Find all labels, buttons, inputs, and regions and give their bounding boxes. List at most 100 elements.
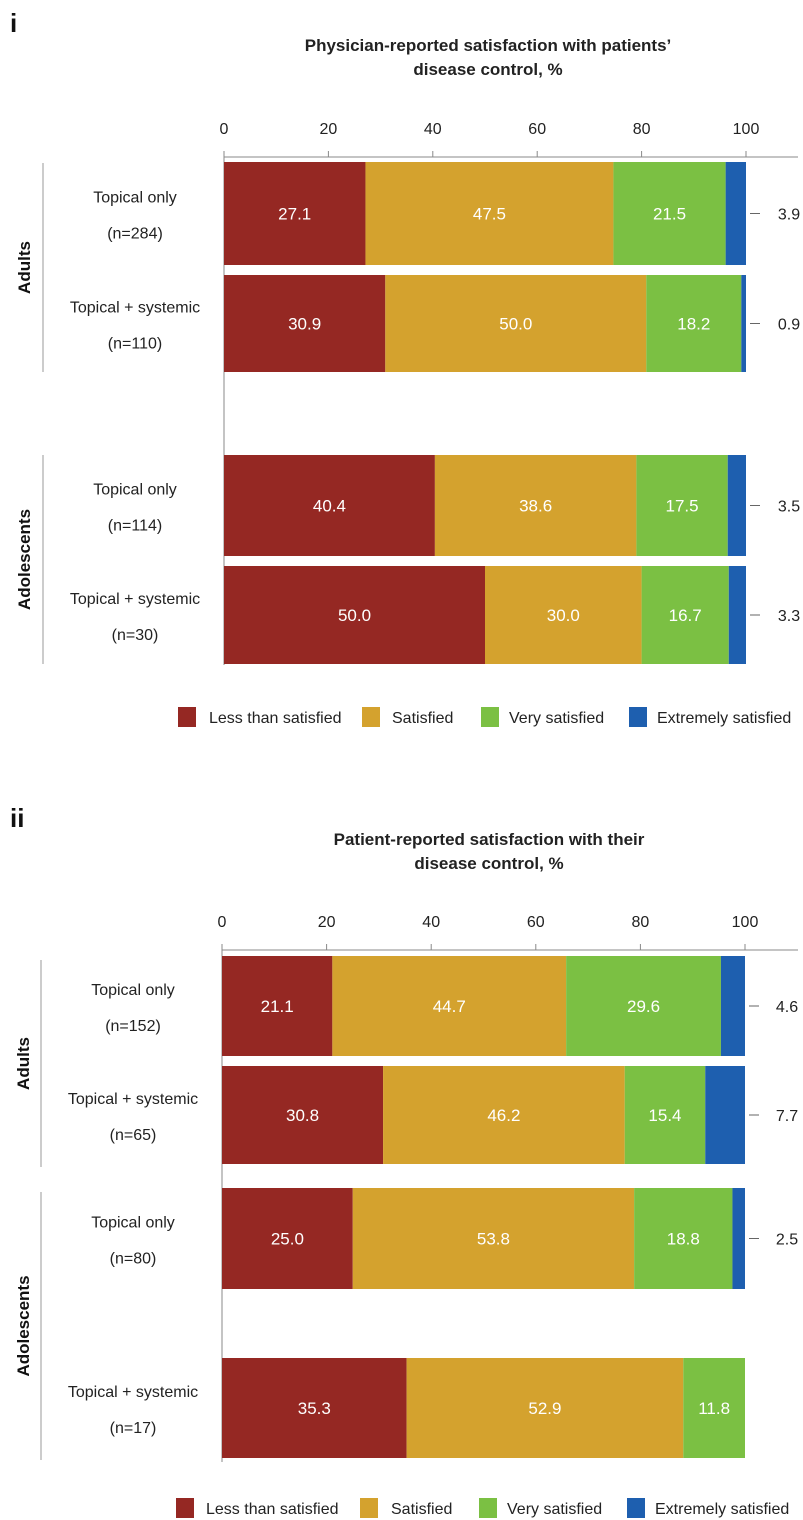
side-value-label: 4.6: [776, 999, 798, 1016]
category-n-label: (n=284): [107, 226, 163, 243]
bar-segment: [385, 275, 647, 372]
bar-segment: [725, 162, 746, 265]
bar-value-label: 30.8: [286, 1106, 319, 1125]
bar-segment: [566, 956, 721, 1056]
bar-segment: [636, 455, 728, 556]
bar-segment: [383, 1066, 625, 1164]
bar-value-label: 21.1: [261, 997, 294, 1016]
category-n-label: (n=152): [105, 1018, 161, 1035]
bar-value-label: 44.7: [433, 997, 466, 1016]
bar-value-label: 11.8: [698, 1399, 730, 1418]
legend-swatch: [360, 1498, 378, 1518]
legend-swatch: [178, 707, 196, 727]
bar-value-label: 47.5: [473, 205, 506, 224]
legend-entry: Extremely satisfied: [657, 710, 791, 727]
side-value-label: 3.3: [778, 608, 800, 625]
group-label: Adults: [14, 1037, 33, 1090]
bar-segment: [741, 275, 746, 372]
panel-label: ii: [10, 803, 24, 833]
bar-segment: [727, 455, 746, 556]
bar-segment: [224, 566, 485, 664]
bar-segment: [352, 1188, 635, 1289]
bar-segment: [406, 1358, 684, 1458]
bar-value-label: 30.0: [547, 606, 580, 625]
category-n-label: (n=80): [110, 1251, 157, 1268]
bar-segment: [222, 1358, 407, 1458]
legend-swatch: [479, 1498, 497, 1518]
bar-segment: [224, 275, 386, 372]
bar-segment: [683, 1358, 745, 1458]
category-n-label: (n=17): [110, 1420, 157, 1437]
bar-value-label: 50.0: [499, 315, 532, 334]
category-n-label: (n=65): [110, 1127, 157, 1144]
bar-value-label: 52.9: [528, 1399, 561, 1418]
category-label: Topical + systemic: [70, 591, 200, 608]
x-tick-label: 80: [632, 914, 650, 931]
category-label: Topical only: [91, 982, 175, 999]
bar-value-label: 25.0: [271, 1230, 304, 1249]
category-label: Topical only: [93, 482, 177, 499]
legend-swatch: [629, 707, 647, 727]
category-label: Topical only: [91, 1215, 175, 1232]
bar-segment: [728, 566, 746, 664]
bar-segment: [222, 1188, 353, 1289]
bar-segment: [624, 1066, 706, 1164]
category-label: Topical + systemic: [68, 1384, 198, 1401]
bar-value-label: 21.5: [653, 205, 686, 224]
bar-value-label: 18.2: [677, 315, 710, 334]
legend-entry: Less than satisfied: [206, 1501, 339, 1518]
legend-swatch: [176, 1498, 194, 1518]
side-value-label: 7.7: [776, 1108, 798, 1125]
bar-segment: [485, 566, 642, 664]
legend-entry: Extremely satisfied: [655, 1501, 789, 1518]
bar-segment: [641, 566, 729, 664]
bar-value-label: 29.6: [627, 997, 660, 1016]
x-tick-label: 0: [218, 914, 227, 931]
x-tick-label: 60: [528, 121, 546, 138]
bar-value-label: 35.3: [298, 1399, 331, 1418]
x-tick-label: 40: [422, 914, 440, 931]
category-n-label: (n=110): [108, 336, 162, 353]
x-tick-label: 20: [320, 121, 338, 138]
legend-entry: Satisfied: [392, 710, 453, 727]
bar-segment: [705, 1066, 745, 1164]
bar-segment: [222, 956, 333, 1056]
legend-entry: Satisfied: [391, 1501, 452, 1518]
legend-entry: Less than satisfied: [209, 710, 342, 727]
x-tick-label: 40: [424, 121, 442, 138]
legend-swatch: [481, 707, 499, 727]
bar-value-label: 38.6: [519, 497, 552, 516]
bar-value-label: 50.0: [338, 606, 371, 625]
bar-segment: [720, 956, 745, 1056]
bar-segment: [222, 1066, 384, 1164]
legend-entry: Very satisfied: [507, 1501, 602, 1518]
legend-swatch: [362, 707, 380, 727]
bar-value-label: 18.8: [667, 1230, 700, 1249]
bar-value-label: 30.9: [288, 315, 321, 334]
chart-panel-ii: ii Patient-reported satisfaction with the…: [10, 803, 798, 1518]
side-value-label: 3.5: [778, 499, 800, 516]
group-label: Adolescents: [15, 509, 34, 610]
x-tick-label: 100: [732, 914, 759, 931]
x-tick-label: 20: [318, 914, 336, 931]
category-label: Topical only: [93, 190, 177, 207]
chart-title-line-1: Physician-reported satisfaction with pat…: [305, 36, 672, 55]
legend-entry: Very satisfied: [509, 710, 604, 727]
bar-segment: [732, 1188, 745, 1289]
chart-title-line-2: disease control, %: [413, 60, 562, 79]
bar-value-label: 40.4: [313, 497, 346, 516]
category-label: Topical + systemic: [68, 1091, 198, 1108]
legend-swatch: [627, 1498, 645, 1518]
x-tick-label: 0: [220, 121, 229, 138]
bar-value-label: 53.8: [477, 1230, 510, 1249]
x-tick-label: 80: [633, 121, 651, 138]
bar-value-label: 27.1: [278, 205, 311, 224]
bar-value-label: 46.2: [487, 1106, 520, 1125]
group-label: Adolescents: [14, 1275, 33, 1376]
category-n-label: (n=114): [108, 518, 162, 535]
group-label: Adults: [15, 241, 34, 294]
bar-segment: [224, 455, 435, 556]
side-value-label: 3.9: [778, 207, 800, 224]
category-n-label: (n=30): [112, 627, 159, 644]
